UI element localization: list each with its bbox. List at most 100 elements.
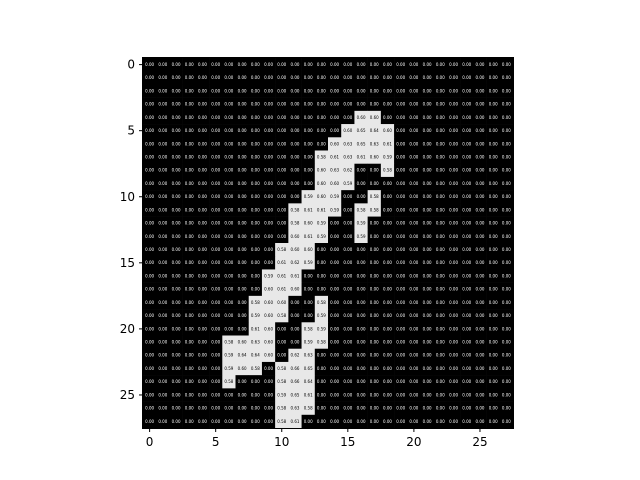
heatmap-cell-label: 0.00 — [383, 419, 392, 424]
heatmap-cell — [460, 216, 474, 231]
heatmap-cell — [394, 203, 408, 217]
heatmap-cell — [473, 414, 487, 429]
heatmap-cell-label: 0.00 — [198, 62, 207, 67]
heatmap-cell — [156, 71, 170, 85]
heatmap-cell — [420, 71, 435, 85]
heatmap-cell-labels: 0.00 0.00 0.00 0.00 0.00 0.00 0.00 0.00 0.00 0.00… — [145, 62, 511, 424]
heatmap-cell — [407, 256, 421, 270]
heatmap-cell — [446, 150, 461, 165]
heatmap-cell — [314, 243, 329, 257]
heatmap-cell — [446, 84, 461, 98]
heatmap-cell — [248, 348, 263, 363]
heatmap-cell — [288, 216, 302, 231]
heatmap-cell — [473, 150, 487, 165]
heatmap-cell — [288, 335, 302, 350]
heatmap-cell — [275, 176, 289, 191]
heatmap-cell-label: 0.00 — [423, 234, 432, 239]
heatmap-cell-label: 0.61 — [277, 260, 286, 265]
heatmap-cell-label: 0.00 — [251, 75, 260, 80]
heatmap-cell — [301, 97, 316, 112]
heatmap-cell — [143, 71, 157, 85]
heatmap-cell-label: 0.00 — [489, 128, 498, 133]
heatmap-cell-label: 0.00 — [264, 260, 273, 265]
heatmap-cell — [460, 295, 474, 310]
heatmap-cell-label: 0.00 — [502, 273, 511, 278]
heatmap-cell — [288, 176, 302, 191]
heatmap-cell-label: 0.00 — [436, 115, 445, 120]
heatmap-cell-label: 0.00 — [251, 392, 260, 397]
heatmap-cell — [499, 295, 514, 310]
heatmap-cell — [499, 269, 514, 283]
heatmap-cell — [288, 150, 302, 165]
heatmap-cell — [446, 58, 461, 72]
heatmap-cell-label: 0.00 — [211, 326, 220, 331]
heatmap-cell-label: 0.00 — [291, 102, 300, 107]
heatmap-cell-label: 0.60 — [304, 221, 313, 226]
heatmap-cell-label: 0.00 — [462, 128, 471, 133]
heatmap-cell-label: 0.00 — [462, 207, 471, 212]
heatmap-cell — [156, 375, 170, 389]
heatmap-cell — [420, 163, 435, 178]
heatmap-cell — [261, 348, 276, 363]
heatmap-cell — [169, 71, 183, 85]
heatmap-cell-label: 0.00 — [211, 168, 220, 173]
heatmap-cell — [433, 348, 448, 363]
heatmap-cell-label: 0.00 — [396, 194, 405, 199]
heatmap-cell-label: 0.00 — [185, 260, 194, 265]
heatmap-cell — [301, 309, 316, 323]
heatmap-cell-label: 0.00 — [238, 128, 247, 133]
heatmap-cell-label: 0.00 — [343, 102, 352, 107]
heatmap-cell-label: 0.00 — [317, 392, 326, 397]
heatmap-cell — [380, 84, 395, 98]
heatmap-cell-label: 0.00 — [502, 313, 511, 318]
heatmap-cell — [420, 269, 435, 283]
heatmap-cell — [420, 84, 435, 98]
heatmap-cell — [499, 216, 514, 231]
heatmap-cell-label: 0.00 — [304, 313, 313, 318]
heatmap-cell — [354, 176, 368, 191]
heatmap-cell-label: 0.00 — [251, 287, 260, 292]
heatmap-cell-label: 0.00 — [489, 353, 498, 358]
heatmap-cell-label: 0.00 — [145, 102, 154, 107]
heatmap-cell-label: 0.00 — [330, 366, 339, 371]
heatmap-cell — [473, 335, 487, 350]
heatmap-cell — [380, 269, 395, 283]
heatmap-cell-label: 0.58 — [291, 221, 300, 226]
heatmap-cell-label: 0.00 — [370, 168, 379, 173]
x-tick-label: 10 — [274, 435, 289, 449]
heatmap-cell — [248, 176, 263, 191]
heatmap-cell-label: 0.00 — [357, 273, 366, 278]
heatmap-cell-label: 0.00 — [357, 62, 366, 67]
heatmap-cell-label: 0.00 — [238, 102, 247, 107]
heatmap-cell — [394, 150, 408, 165]
heatmap-cell-label: 0.00 — [489, 75, 498, 80]
heatmap-cell-label: 0.00 — [476, 207, 485, 212]
heatmap-cell-label: 0.00 — [238, 155, 247, 160]
heatmap-cell — [354, 322, 368, 336]
heatmap-cell-label: 0.00 — [291, 300, 300, 305]
heatmap-cell-label: 0.00 — [343, 194, 352, 199]
heatmap-cell — [380, 203, 395, 217]
heatmap-cell-label: 0.00 — [449, 406, 458, 411]
heatmap-cell — [156, 243, 170, 257]
heatmap-cell — [195, 216, 210, 231]
heatmap-cell — [235, 229, 250, 244]
heatmap-cell-label: 0.59 — [224, 366, 233, 371]
heatmap-cell — [235, 124, 250, 138]
heatmap-cell — [341, 269, 355, 283]
heatmap-cell — [169, 58, 183, 72]
heatmap-cell-label: 0.00 — [224, 221, 233, 226]
heatmap-cell-label: 0.00 — [436, 168, 445, 173]
heatmap-cell — [380, 388, 395, 402]
heatmap-cell — [407, 269, 421, 283]
heatmap-cell-label: 0.00 — [224, 62, 233, 67]
heatmap-cell-label: 0.00 — [502, 260, 511, 265]
heatmap-cell — [235, 71, 250, 85]
heatmap-cell-label: 0.00 — [489, 168, 498, 173]
heatmap-cell — [420, 414, 435, 429]
heatmap-cell-label: 0.00 — [357, 353, 366, 358]
heatmap-cell — [367, 84, 382, 98]
heatmap-cell-label: 0.00 — [238, 406, 247, 411]
heatmap-cell-label: 0.00 — [304, 300, 313, 305]
heatmap-cell — [261, 282, 276, 297]
